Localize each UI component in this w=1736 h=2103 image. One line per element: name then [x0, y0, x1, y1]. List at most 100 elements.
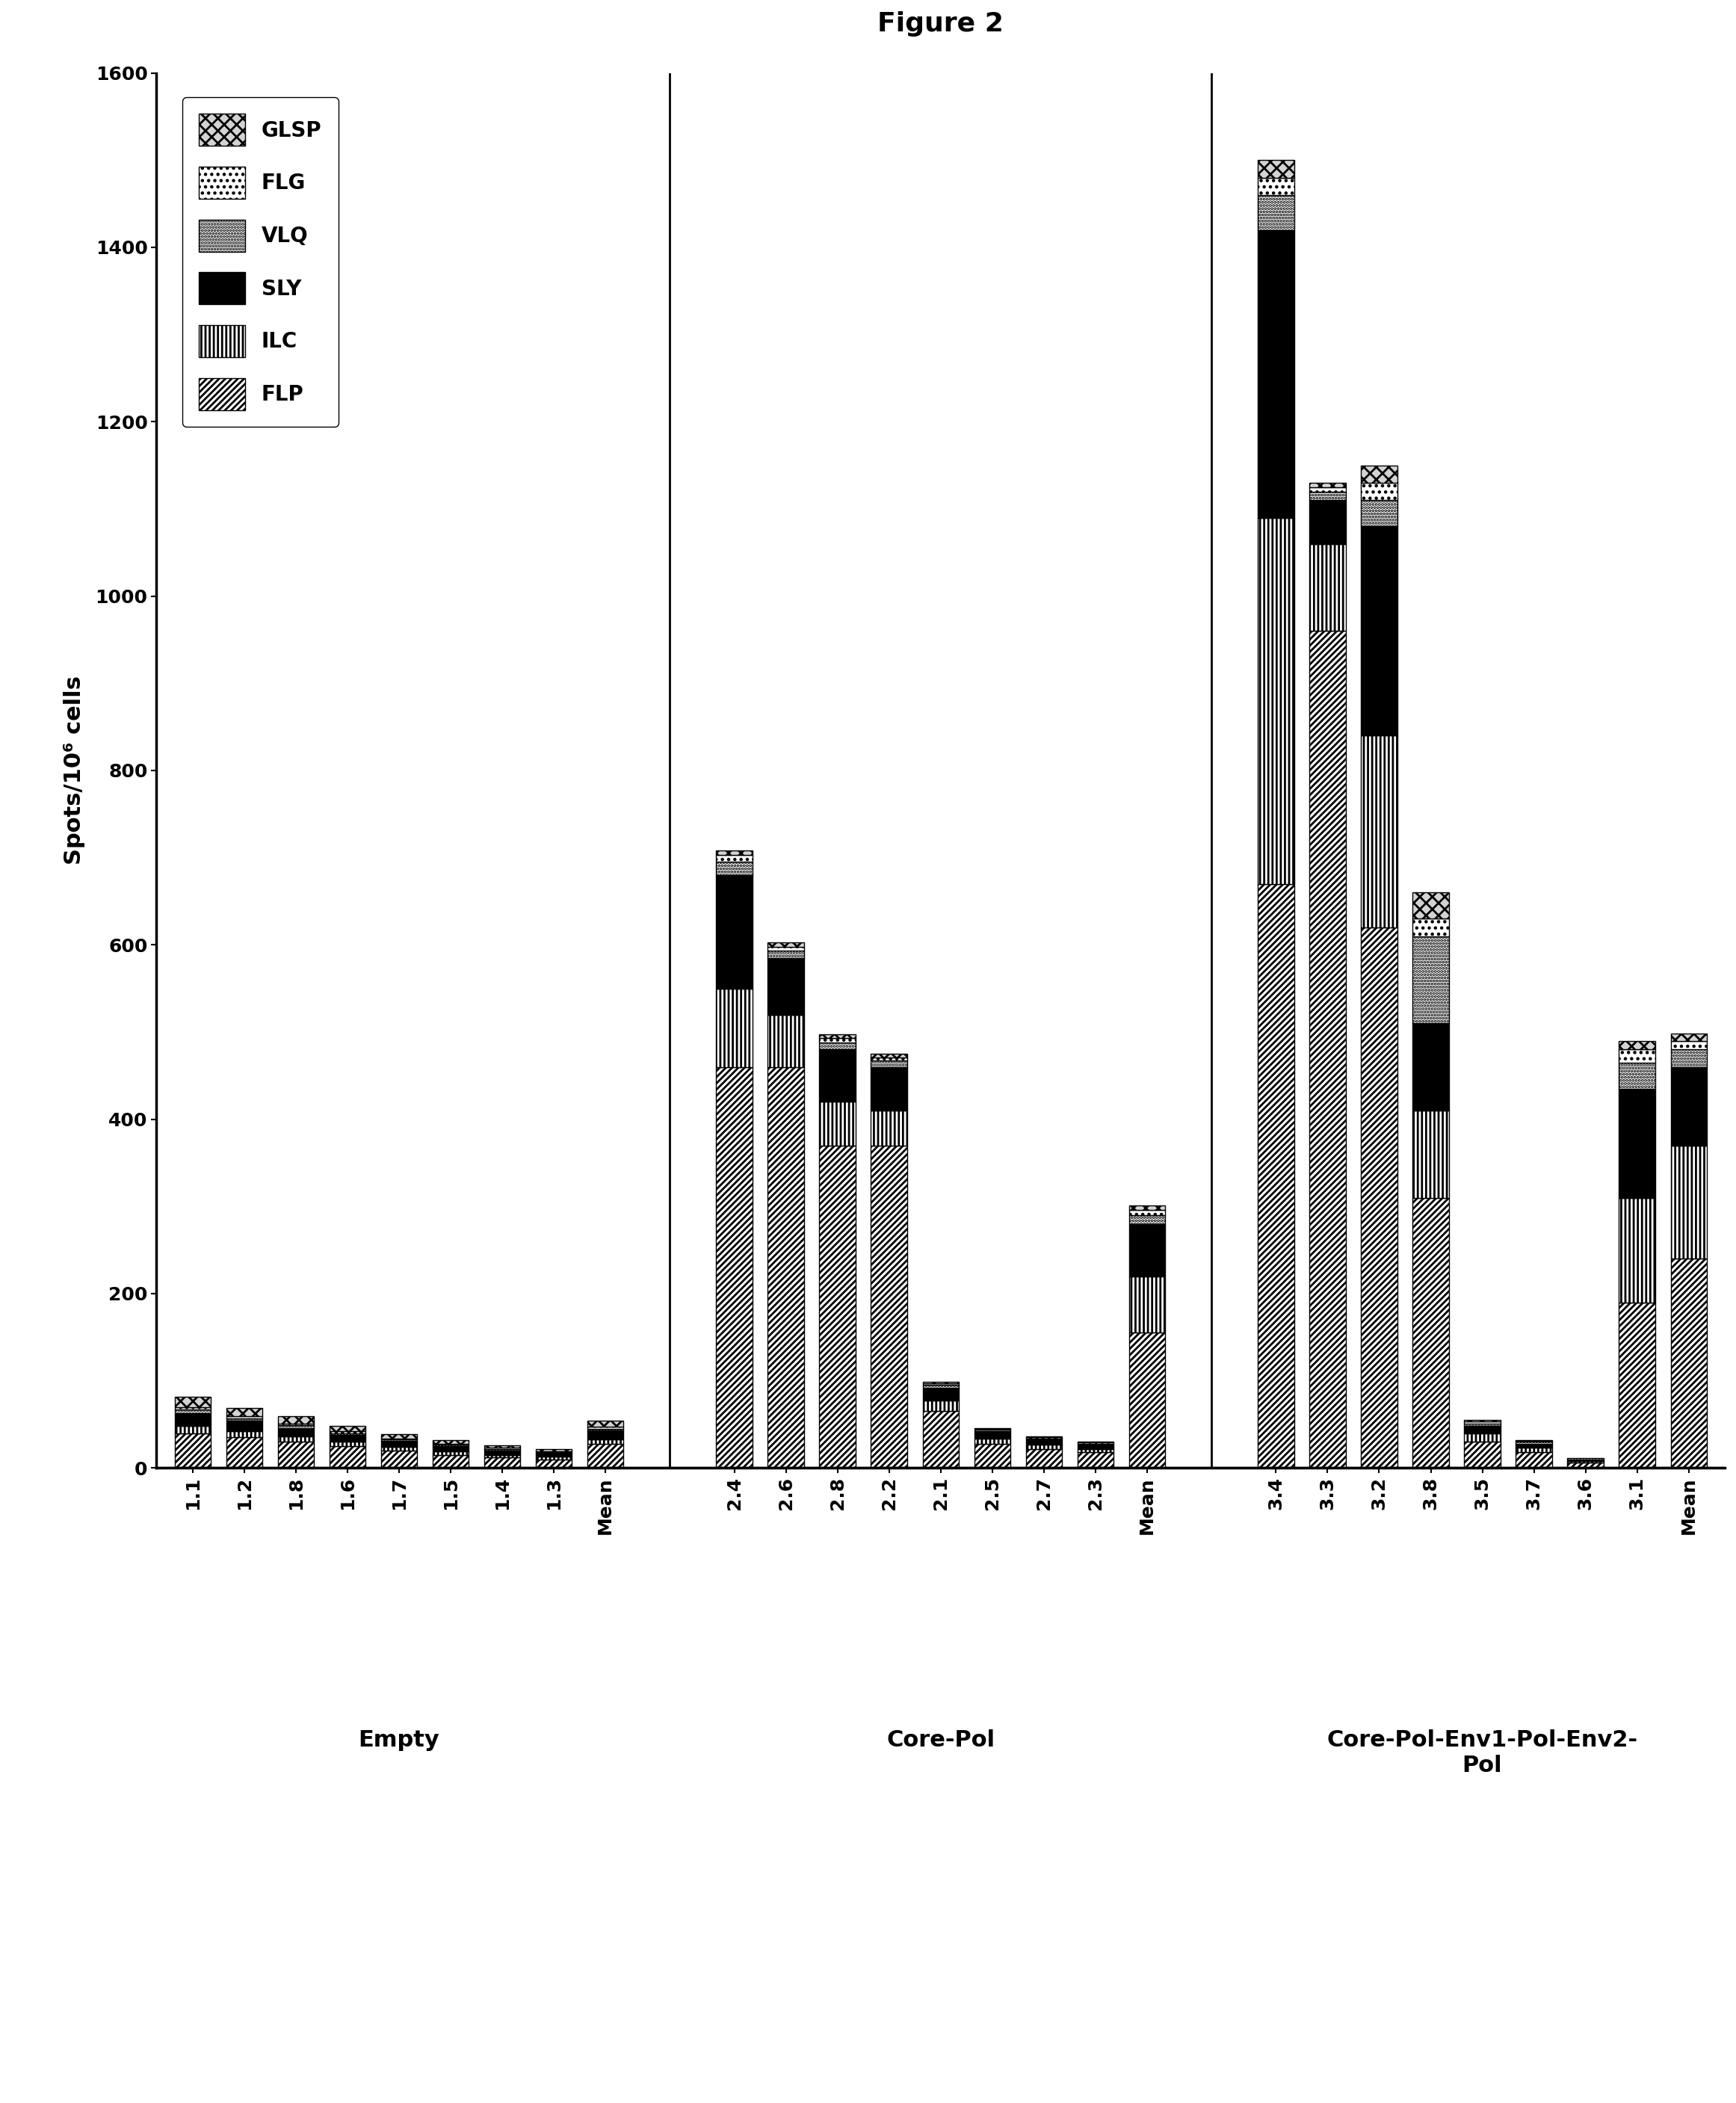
Bar — [1259, 229, 1293, 517]
Bar — [1309, 501, 1345, 545]
Bar — [1670, 1260, 1706, 1468]
Bar — [536, 1459, 571, 1468]
Bar — [587, 1430, 623, 1438]
Bar — [1361, 736, 1397, 927]
Bar — [175, 1396, 210, 1407]
Bar — [380, 1451, 417, 1468]
Bar — [871, 1146, 908, 1468]
Title: Figure 2: Figure 2 — [877, 11, 1003, 36]
Bar — [484, 1445, 521, 1449]
Bar — [226, 1417, 262, 1422]
Bar — [1670, 1035, 1706, 1041]
Bar — [226, 1407, 262, 1417]
Bar — [974, 1443, 1010, 1468]
Bar — [1128, 1277, 1165, 1333]
Bar — [1620, 1049, 1654, 1062]
Bar — [974, 1438, 1010, 1443]
Bar — [922, 1388, 958, 1401]
Bar — [1620, 1302, 1654, 1468]
Bar — [432, 1447, 469, 1451]
Bar — [1670, 1066, 1706, 1146]
Bar — [1413, 892, 1450, 919]
Bar — [1026, 1445, 1062, 1449]
Bar — [587, 1438, 623, 1443]
Bar — [1128, 1333, 1165, 1468]
Y-axis label: Spots/10⁶ cells: Spots/10⁶ cells — [62, 675, 85, 864]
Bar — [226, 1422, 262, 1432]
Bar — [1463, 1426, 1500, 1432]
Bar — [1361, 501, 1397, 526]
Bar — [717, 862, 752, 875]
Bar — [819, 1146, 856, 1468]
Bar — [871, 1054, 908, 1058]
Bar — [819, 1049, 856, 1102]
Bar — [1078, 1453, 1113, 1468]
Bar — [1309, 484, 1345, 488]
Bar — [717, 856, 752, 862]
Bar — [432, 1441, 469, 1443]
Bar — [587, 1422, 623, 1428]
Bar — [175, 1413, 210, 1426]
Bar — [871, 1060, 908, 1066]
Bar — [278, 1426, 314, 1428]
Bar — [1361, 484, 1397, 501]
Bar — [1413, 1024, 1450, 1110]
Bar — [767, 959, 804, 1014]
Bar — [974, 1432, 1010, 1438]
Bar — [175, 1409, 210, 1413]
Bar — [819, 1035, 856, 1039]
Bar — [767, 942, 804, 946]
Bar — [871, 1110, 908, 1146]
Bar — [587, 1443, 623, 1468]
Bar — [717, 875, 752, 988]
Bar — [1413, 1110, 1450, 1199]
Legend: GLSP, FLG, VLQ, SLY, ILC, FLP: GLSP, FLG, VLQ, SLY, ILC, FLP — [182, 97, 339, 427]
Bar — [1309, 492, 1345, 501]
Bar — [767, 1014, 804, 1066]
Text: Core-Pol-Env1-Pol-Env2-
Pol: Core-Pol-Env1-Pol-Env2- Pol — [1326, 1729, 1637, 1777]
Bar — [175, 1426, 210, 1432]
Bar — [380, 1447, 417, 1451]
Bar — [536, 1453, 571, 1457]
Bar — [1620, 1062, 1654, 1089]
Bar — [1309, 631, 1345, 1468]
Text: Empty: Empty — [358, 1729, 439, 1752]
Bar — [484, 1455, 521, 1457]
Bar — [175, 1432, 210, 1468]
Bar — [717, 988, 752, 1066]
Bar — [536, 1449, 571, 1451]
Bar — [871, 1066, 908, 1110]
Bar — [1361, 927, 1397, 1468]
Bar — [1670, 1049, 1706, 1066]
Bar — [922, 1411, 958, 1468]
Bar — [484, 1451, 521, 1455]
Bar — [1026, 1438, 1062, 1445]
Bar — [922, 1386, 958, 1388]
Bar — [175, 1407, 210, 1409]
Bar — [330, 1447, 365, 1468]
Bar — [330, 1434, 365, 1443]
Bar — [1128, 1209, 1165, 1216]
Bar — [1568, 1464, 1604, 1468]
Bar — [1361, 526, 1397, 736]
Bar — [1128, 1205, 1165, 1209]
Bar — [380, 1434, 417, 1438]
Bar — [1620, 1199, 1654, 1302]
Bar — [226, 1438, 262, 1468]
Bar — [819, 1039, 856, 1043]
Bar — [432, 1451, 469, 1455]
Bar — [1361, 465, 1397, 484]
Bar — [278, 1417, 314, 1424]
Bar — [819, 1043, 856, 1049]
Bar — [767, 951, 804, 959]
Bar — [1670, 1041, 1706, 1049]
Bar — [1620, 1041, 1654, 1049]
Bar — [922, 1401, 958, 1411]
Bar — [1516, 1453, 1552, 1468]
Bar — [767, 946, 804, 951]
Bar — [1463, 1424, 1500, 1426]
Bar — [536, 1457, 571, 1459]
Bar — [1463, 1432, 1500, 1443]
Bar — [1309, 488, 1345, 492]
Bar — [330, 1426, 365, 1432]
